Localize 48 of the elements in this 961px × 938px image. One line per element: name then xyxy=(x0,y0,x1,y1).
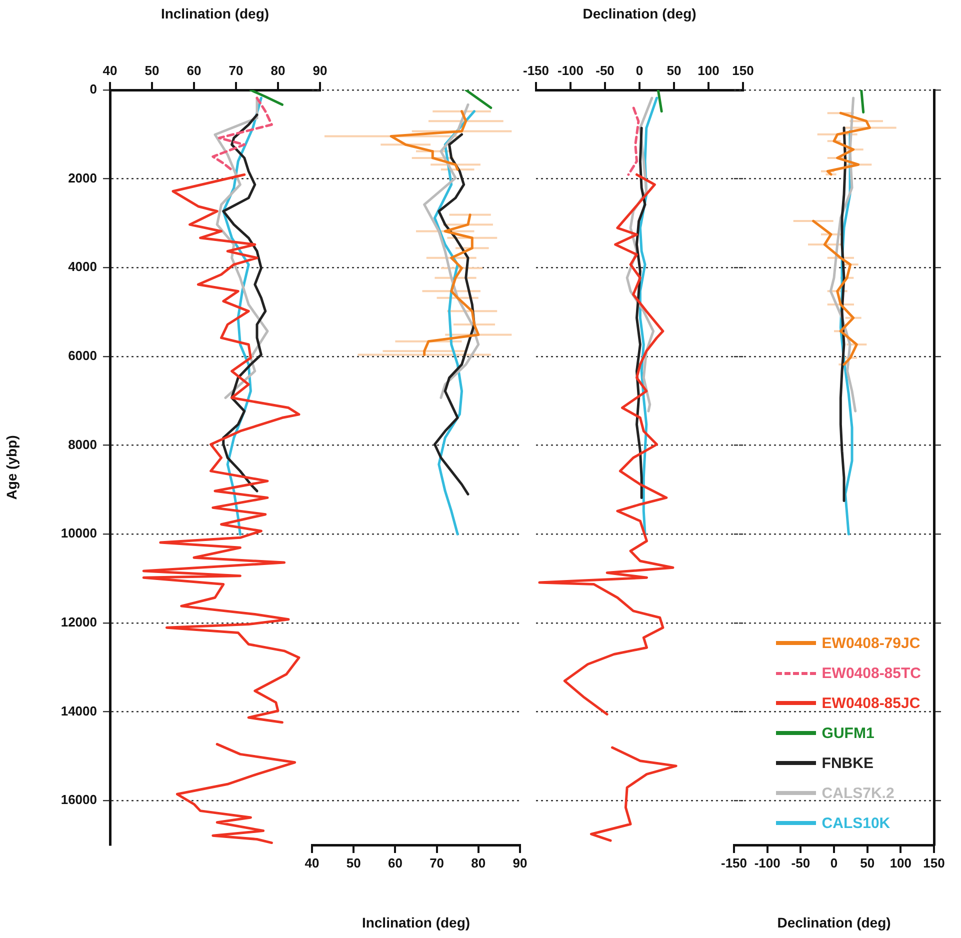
x-axis-title: Inclination (deg) xyxy=(362,914,470,930)
x-tick-label: 150 xyxy=(732,62,754,78)
y-tick-label: 12000 xyxy=(60,614,97,630)
y-axis-title: Age (ybp) xyxy=(3,435,20,500)
x-tick-label: 80 xyxy=(270,62,286,78)
line-series xyxy=(212,96,273,172)
x-axis-title: Declination (deg) xyxy=(582,5,696,22)
y-tick-label: 8000 xyxy=(68,436,97,452)
x-tick-label: 0 xyxy=(636,62,644,78)
x-tick-label: -50 xyxy=(791,855,810,870)
x-tick-label: 100 xyxy=(698,62,720,78)
x-tick-label: 100 xyxy=(890,855,912,870)
x-tick-label: -50 xyxy=(596,62,614,78)
x-tick-label: 0 xyxy=(830,855,838,870)
y-tick-label: 4000 xyxy=(68,259,97,274)
x-tick-label: 60 xyxy=(186,62,202,78)
legend-label: EW0408-85TC xyxy=(822,664,921,682)
x-tick-label: 70 xyxy=(430,855,444,870)
x-tick-label: 40 xyxy=(102,62,118,78)
x-tick-label: -150 xyxy=(522,62,550,78)
y-tick-label: 0 xyxy=(90,82,97,97)
legend-label: EW0408-85JC xyxy=(822,694,920,712)
x-tick-label: 50 xyxy=(346,855,361,870)
legend-label: CALS10K xyxy=(822,814,890,832)
legend-label: FNBKE xyxy=(822,754,874,772)
x-tick-label: -100 xyxy=(754,855,780,870)
x-tick-label: 150 xyxy=(923,855,945,870)
y-tick-label: 2000 xyxy=(68,170,97,186)
x-tick-label: 70 xyxy=(228,62,244,78)
x-tick-label: 50 xyxy=(144,62,160,78)
y-tick-label: 6000 xyxy=(68,348,97,364)
y-tick-label: 14000 xyxy=(60,703,97,718)
x-tick-label: 50 xyxy=(666,62,682,78)
x-tick-label: 90 xyxy=(312,62,328,78)
legend-label: EW0408-79JC xyxy=(822,634,920,652)
x-tick-label: -100 xyxy=(557,62,584,78)
x-axis-title: Inclination (deg) xyxy=(160,5,270,22)
x-tick-label: 60 xyxy=(388,855,402,870)
legend-label: GUFM1 xyxy=(822,724,874,742)
x-tick-label: 40 xyxy=(304,855,320,870)
x-tick-label: 50 xyxy=(860,855,875,870)
x-tick-label: 90 xyxy=(512,855,528,870)
y-tick-label: 16000 xyxy=(60,792,97,808)
x-tick-label: -150 xyxy=(720,855,748,870)
x-axis-title: Declination (deg) xyxy=(777,914,891,930)
x-tick-label: 80 xyxy=(471,855,486,870)
y-tick-label: 10000 xyxy=(60,526,97,541)
legend-label: CALS7K.2 xyxy=(822,784,894,802)
